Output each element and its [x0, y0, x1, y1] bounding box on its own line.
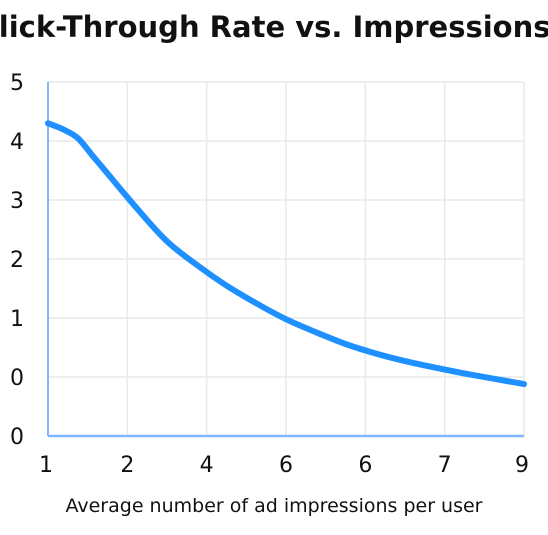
y-tick-label: 4 [10, 130, 24, 155]
axes [47, 82, 524, 438]
y-tick-label: 0 [10, 366, 24, 391]
y-tick-label: 1 [10, 307, 24, 332]
y-tick-label: 0 [10, 425, 24, 450]
x-tick-label: 6 [358, 453, 372, 478]
series-line [45, 120, 527, 388]
y-tick-label: 5 [10, 71, 24, 96]
x-tick-label: 6 [279, 453, 293, 478]
y-tick-label: 3 [10, 189, 24, 214]
x-tick-label: 4 [200, 453, 214, 478]
x-tick-label: 2 [120, 453, 134, 478]
series-layer [45, 120, 527, 388]
x-tick-label: 7 [438, 453, 452, 478]
y-tick-label: 2 [10, 248, 24, 273]
x-tick-label: 9 [515, 453, 529, 478]
x-tick-label: 1 [39, 453, 53, 478]
gridlines [48, 81, 525, 436]
x-axis-label: Average number of ad impressions per use… [65, 495, 482, 517]
chart-title: Click-Through Rate vs. Impressions [0, 10, 548, 44]
